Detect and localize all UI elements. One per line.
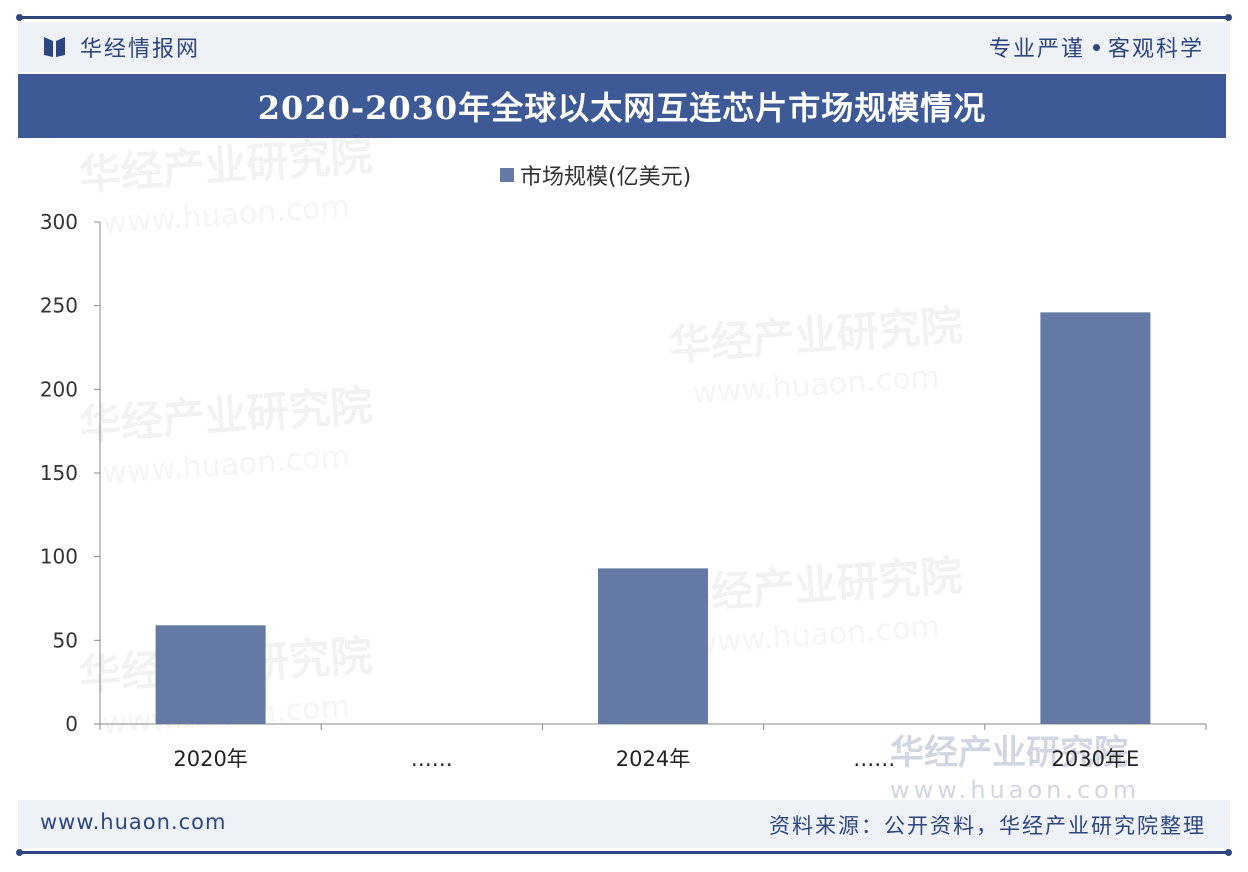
x-tick-label: 2020年 (173, 747, 247, 771)
x-tick-label: …… (853, 747, 895, 771)
watermark-cn: 华经产业研究院 (890, 733, 1128, 773)
footer-url: www.huaon.com (40, 810, 227, 834)
header-bar (18, 22, 1230, 72)
watermark-cn: 华经产业研究院 (667, 551, 964, 620)
y-tick-label: 300 (40, 210, 78, 234)
top-rule (16, 14, 1232, 21)
x-tick-label: 2024年 (616, 747, 690, 771)
slogan-left: 专业严谨 (988, 37, 1085, 62)
bar (598, 568, 708, 724)
watermark-en: www.huaon.com (890, 776, 1140, 804)
watermark-en: www.huaon.com (691, 359, 941, 411)
bar (155, 625, 266, 724)
y-tick-label: 150 (40, 461, 78, 485)
y-tick-label: 0 (65, 712, 78, 736)
footer-bar (18, 800, 1230, 848)
brand-logo-icon (44, 37, 65, 57)
watermark-en: www.huaon.com (101, 189, 351, 241)
bottom-rule (16, 849, 1232, 856)
legend-label: 市场规模(亿美元) (520, 165, 691, 190)
bars (155, 312, 1151, 724)
y-tick-label: 100 (40, 545, 78, 569)
y-tick-label: 250 (40, 294, 78, 318)
brand-name: 华经情报网 (80, 37, 201, 62)
watermark-cn: 华经产业研究院 (667, 301, 964, 370)
x-tick-label: …… (411, 747, 453, 771)
brand: 华经情报网 (44, 30, 200, 64)
x-tick-labels: 2020年 …… 2024年 …… 2030年E (173, 747, 1139, 771)
title-bar: 2020-2030年全球以太网互连芯片市场规模情况 (18, 74, 1226, 138)
slogan: 专业严谨 客观科学 (989, 30, 1204, 64)
chart-title: 2020-2030年全球以太网互连芯片市场规模情况 (257, 89, 987, 127)
watermark-cn: 华经产业研究院 (77, 381, 374, 450)
watermark-en: www.huaon.com (101, 439, 351, 491)
bar (1040, 312, 1151, 724)
watermark-en: www.huaon.com (691, 609, 941, 661)
y-tick-label: 200 (40, 377, 78, 401)
x-tick-label: 2030年E (1052, 747, 1140, 771)
slogan-right: 客观科学 (1107, 37, 1204, 62)
y-tick-label: 50 (53, 628, 78, 652)
watermark-cn: 华经产业研究院 (77, 131, 374, 200)
slogan-dot (1092, 43, 1100, 51)
footer-source: 资料来源：公开资料，华经产业研究院整理 (769, 814, 1206, 838)
legend-swatch (500, 168, 514, 182)
legend: 市场规模(亿美元) (500, 165, 691, 190)
